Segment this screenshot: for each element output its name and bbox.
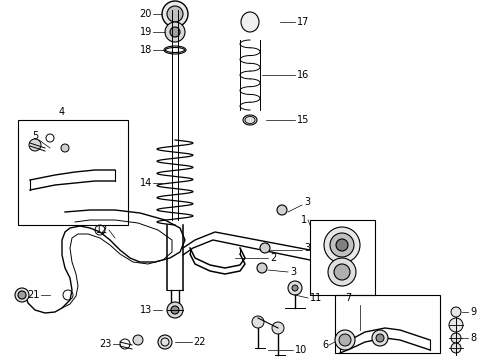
- Circle shape: [335, 330, 355, 350]
- Text: 7: 7: [345, 293, 351, 303]
- Text: 2: 2: [270, 253, 276, 263]
- Circle shape: [170, 27, 180, 37]
- Circle shape: [449, 318, 463, 332]
- Text: 15: 15: [297, 115, 309, 125]
- Circle shape: [334, 264, 350, 280]
- Text: 17: 17: [297, 17, 309, 27]
- Bar: [335, 295, 440, 353]
- Circle shape: [288, 281, 302, 295]
- Text: 5: 5: [32, 131, 38, 141]
- Text: 13: 13: [140, 305, 152, 315]
- Circle shape: [277, 205, 287, 215]
- Circle shape: [376, 334, 384, 342]
- Circle shape: [61, 144, 69, 152]
- Circle shape: [372, 330, 388, 346]
- Circle shape: [260, 243, 270, 253]
- Text: 22: 22: [193, 337, 205, 347]
- Text: 8: 8: [470, 333, 476, 343]
- Circle shape: [133, 335, 143, 345]
- Text: 20: 20: [140, 9, 152, 19]
- Circle shape: [158, 335, 172, 349]
- Text: 10: 10: [295, 345, 307, 355]
- Text: 12: 12: [96, 225, 108, 235]
- Circle shape: [451, 333, 461, 343]
- Text: 16: 16: [297, 70, 309, 80]
- Circle shape: [451, 307, 461, 317]
- Circle shape: [451, 343, 461, 353]
- Circle shape: [171, 306, 179, 314]
- Text: 18: 18: [140, 45, 152, 55]
- Circle shape: [292, 285, 298, 291]
- Circle shape: [162, 1, 188, 27]
- Text: 4: 4: [59, 107, 65, 117]
- Circle shape: [29, 139, 41, 151]
- Text: 3: 3: [304, 197, 310, 207]
- Text: 14: 14: [140, 178, 152, 188]
- Text: 11: 11: [310, 293, 322, 303]
- Circle shape: [252, 316, 264, 328]
- Text: 1: 1: [301, 215, 307, 225]
- Circle shape: [336, 239, 348, 251]
- Bar: [18, 120, 128, 225]
- Circle shape: [330, 233, 354, 257]
- Text: 3: 3: [290, 267, 296, 277]
- Circle shape: [272, 322, 284, 334]
- Text: 21: 21: [27, 290, 40, 300]
- Circle shape: [324, 227, 360, 263]
- Ellipse shape: [241, 12, 259, 32]
- Text: 23: 23: [99, 339, 112, 349]
- Ellipse shape: [243, 115, 257, 125]
- Circle shape: [167, 302, 183, 318]
- Text: 19: 19: [140, 27, 152, 37]
- Circle shape: [18, 291, 26, 299]
- Circle shape: [257, 263, 267, 273]
- Circle shape: [15, 288, 29, 302]
- Text: 3: 3: [304, 243, 310, 253]
- Circle shape: [167, 6, 183, 22]
- Circle shape: [165, 22, 185, 42]
- Circle shape: [339, 334, 351, 346]
- Bar: [310, 220, 375, 295]
- Text: 9: 9: [470, 307, 476, 317]
- Text: 6: 6: [322, 340, 328, 350]
- Circle shape: [328, 258, 356, 286]
